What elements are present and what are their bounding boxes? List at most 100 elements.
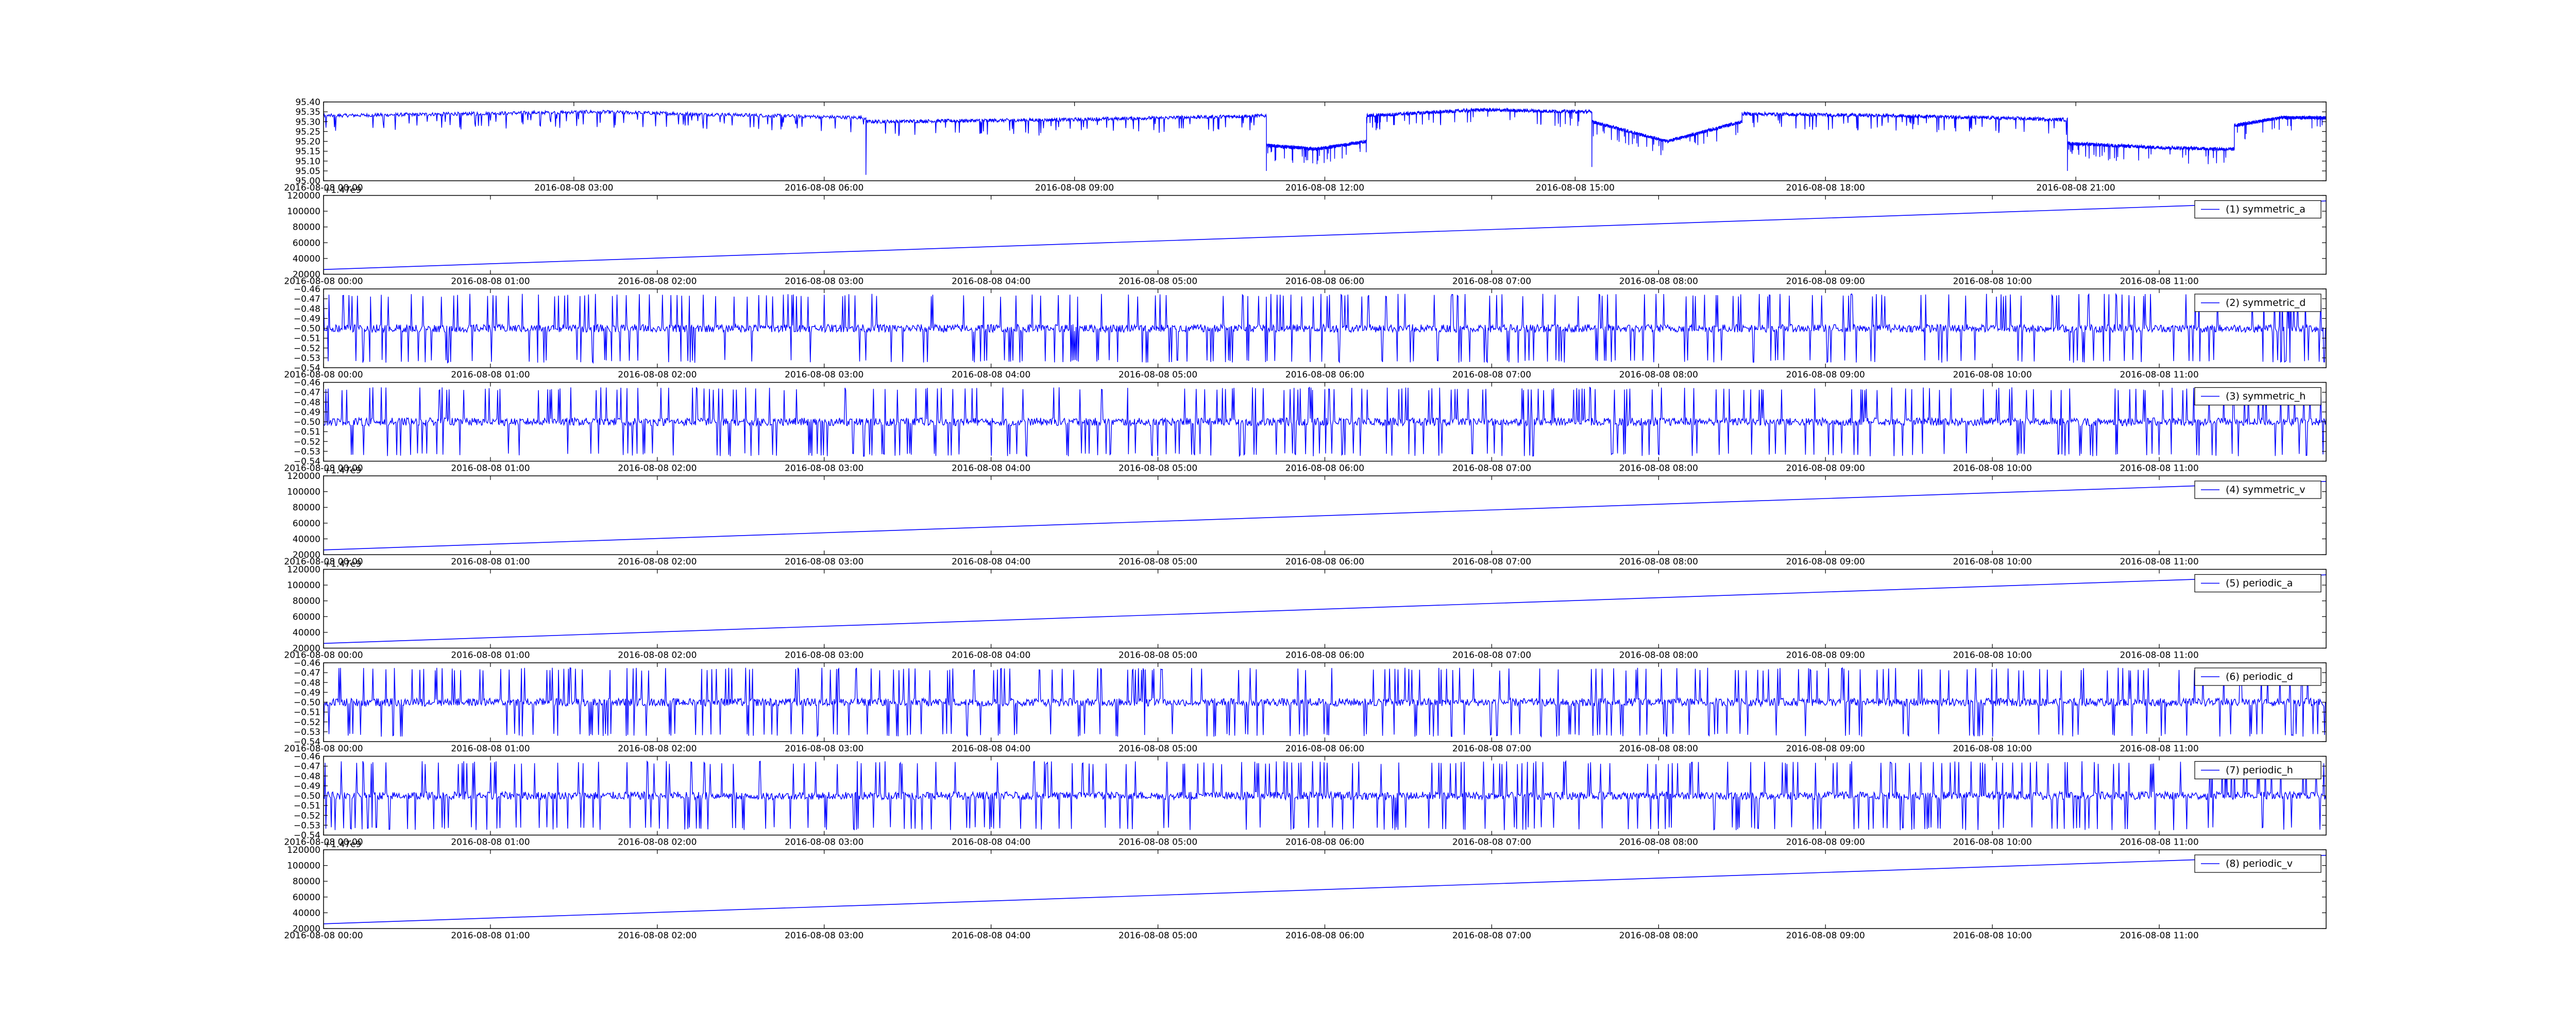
x-tick-label: 2016-08-08 01:00 xyxy=(451,557,530,567)
x-tick-label: 2016-08-08 04:00 xyxy=(952,837,1030,848)
subplot-stack: 95.0095.0595.1095.1595.2095.2595.3095.35… xyxy=(284,97,2327,941)
y-tick-label: 40000 xyxy=(293,628,320,638)
subplot-9: 20000400006000080000100000120000+1.47e92… xyxy=(284,839,2327,941)
x-tick-label: 2016-08-08 05:00 xyxy=(1118,464,1197,474)
y-tick-label: −0.54 xyxy=(294,457,320,467)
y-tick-label: 40000 xyxy=(293,254,320,264)
x-tick-label: 2016-08-08 04:00 xyxy=(952,744,1030,754)
legend-label: (4) symmetric_v xyxy=(2226,484,2306,495)
y-tick-label: −0.48 xyxy=(294,678,320,688)
x-tick-label: 2016-08-08 15:00 xyxy=(1536,183,1615,193)
y-tick-label: −0.51 xyxy=(294,334,320,344)
y-tick-label: 120000 xyxy=(287,565,320,575)
x-tick-label: 2016-08-08 09:00 xyxy=(1786,464,1865,474)
y-tick-label: 100000 xyxy=(287,487,320,497)
y-tick-label: −0.50 xyxy=(294,698,320,708)
x-tick-label: 2016-08-08 08:00 xyxy=(1619,650,1698,661)
legend-label: (2) symmetric_d xyxy=(2226,297,2306,308)
x-tick-label: 2016-08-08 21:00 xyxy=(2037,183,2115,193)
x-tick-label: 2016-08-08 08:00 xyxy=(1619,464,1698,474)
x-tick-label: 2016-08-08 11:00 xyxy=(2120,650,2198,661)
x-tick-label: 2016-08-08 00:00 xyxy=(284,183,363,193)
y-tick-label: 120000 xyxy=(287,471,320,482)
y-tick-label: 60000 xyxy=(293,519,320,529)
x-tick-label: 2016-08-08 00:00 xyxy=(284,277,363,287)
x-tick-label: 2016-08-08 11:00 xyxy=(2120,744,2198,754)
legend-label: (5) periodic_a xyxy=(2226,578,2293,589)
x-tick-label: 2016-08-08 10:00 xyxy=(1953,837,2032,848)
offset-text: +1.47e9 xyxy=(324,185,361,196)
subplot-6: 20000400006000080000100000120000+1.47e92… xyxy=(284,559,2327,661)
y-tick-label: 20000 xyxy=(293,550,320,560)
x-tick-label: 2016-08-08 03:00 xyxy=(785,931,863,941)
series-line xyxy=(324,386,2326,457)
series-line xyxy=(324,107,2326,175)
y-tick-label: 95.05 xyxy=(295,166,320,177)
x-tick-label: 2016-08-08 10:00 xyxy=(1953,464,2032,474)
y-tick-label: −0.51 xyxy=(294,427,320,437)
series-line xyxy=(324,760,2326,831)
legend: (3) symmetric_h xyxy=(2194,387,2321,406)
y-tick-label: −0.47 xyxy=(294,668,320,678)
x-tick-label: 2016-08-08 07:00 xyxy=(1452,370,1531,380)
y-tick-label: 20000 xyxy=(293,644,320,654)
legend: (1) symmetric_a xyxy=(2194,200,2321,219)
legend: (8) periodic_v xyxy=(2194,854,2321,873)
x-tick-label: 2016-08-08 05:00 xyxy=(1118,650,1197,661)
x-tick-label: 2016-08-08 02:00 xyxy=(618,837,697,848)
x-tick-label: 2016-08-08 08:00 xyxy=(1619,744,1698,754)
y-tick-label: 120000 xyxy=(287,191,320,201)
y-tick-label: −0.51 xyxy=(294,708,320,718)
offset-text: +1.47e9 xyxy=(324,466,361,476)
x-tick-label: 2016-08-08 06:00 xyxy=(1285,370,1364,380)
y-tick-label: −0.53 xyxy=(294,820,320,831)
x-tick-label: 2016-08-08 05:00 xyxy=(1118,277,1197,287)
y-tick-label: −0.46 xyxy=(294,658,320,668)
x-tick-label: 2016-08-08 06:00 xyxy=(1285,837,1364,848)
x-tick-label: 2016-08-08 06:00 xyxy=(1285,744,1364,754)
y-tick-label: 100000 xyxy=(287,861,320,871)
subplot-2: 20000400006000080000100000120000+1.47e92… xyxy=(284,185,2327,287)
x-tick-label: 2016-08-08 07:00 xyxy=(1452,277,1531,287)
x-tick-label: 2016-08-08 01:00 xyxy=(451,464,530,474)
x-tick-label: 2016-08-08 05:00 xyxy=(1118,557,1197,567)
y-tick-label: −0.46 xyxy=(294,284,320,295)
legend-box xyxy=(2194,761,2321,780)
x-tick-label: 2016-08-08 02:00 xyxy=(618,277,697,287)
x-tick-label: 2016-08-08 02:00 xyxy=(618,744,697,754)
subplot-4: −0.54−0.53−0.52−0.51−0.50−0.49−0.48−0.47… xyxy=(284,378,2327,474)
x-tick-label: 2016-08-08 06:00 xyxy=(785,183,863,193)
x-tick-label: 2016-08-08 01:00 xyxy=(451,277,530,287)
y-tick-label: −0.50 xyxy=(294,791,320,801)
x-tick-label: 2016-08-08 10:00 xyxy=(1953,557,2032,567)
x-tick-label: 2016-08-08 03:00 xyxy=(785,744,863,754)
x-tick-label: 2016-08-08 09:00 xyxy=(1786,931,1865,941)
y-tick-label: −0.49 xyxy=(294,781,320,792)
x-tick-label: 2016-08-08 11:00 xyxy=(2120,370,2198,380)
x-tick-label: 2016-08-08 07:00 xyxy=(1452,744,1531,754)
x-tick-label: 2016-08-08 09:00 xyxy=(1786,370,1865,380)
y-tick-label: 40000 xyxy=(293,908,320,918)
y-tick-label: −0.48 xyxy=(294,771,320,782)
x-tick-label: 2016-08-08 00:00 xyxy=(284,744,363,754)
y-tick-label: 80000 xyxy=(293,503,320,513)
x-tick-label: 2016-08-08 04:00 xyxy=(952,277,1030,287)
x-tick-label: 2016-08-08 05:00 xyxy=(1118,744,1197,754)
y-tick-label: 20000 xyxy=(293,270,320,280)
x-tick-label: 2016-08-08 10:00 xyxy=(1953,370,2032,380)
x-tick-label: 2016-08-08 04:00 xyxy=(952,931,1030,941)
y-tick-label: −0.53 xyxy=(294,353,320,364)
y-tick-label: 100000 xyxy=(287,207,320,217)
y-tick-label: 95.15 xyxy=(295,147,320,157)
y-tick-label: −0.46 xyxy=(294,378,320,388)
y-tick-label: 95.30 xyxy=(295,117,320,127)
x-tick-label: 2016-08-08 04:00 xyxy=(952,557,1030,567)
x-tick-label: 2016-08-08 04:00 xyxy=(952,370,1030,380)
x-tick-label: 2016-08-08 03:00 xyxy=(534,183,613,193)
x-tick-label: 2016-08-08 03:00 xyxy=(785,557,863,567)
y-tick-label: −0.49 xyxy=(294,688,320,698)
y-tick-label: −0.50 xyxy=(294,324,320,334)
y-tick-label: −0.47 xyxy=(294,294,320,304)
x-tick-label: 2016-08-08 11:00 xyxy=(2120,931,2198,941)
